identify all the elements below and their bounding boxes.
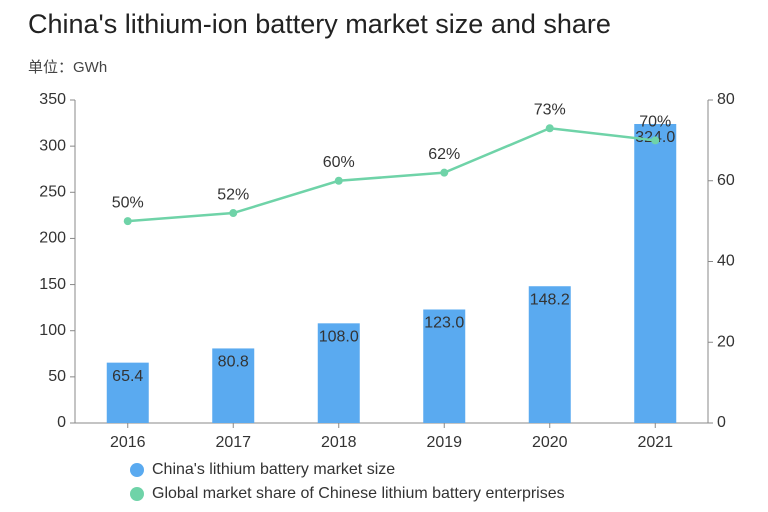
x-tick-label: 2017 xyxy=(215,434,251,451)
y-tick-label: 200 xyxy=(39,230,66,247)
y-tick-label: 50 xyxy=(48,368,66,385)
line-point xyxy=(440,168,449,177)
bar-value-label: 65.4 xyxy=(112,368,143,385)
bar xyxy=(634,123,677,423)
x-tick-label: 2018 xyxy=(321,434,357,451)
line-value-label: 60% xyxy=(323,154,355,171)
bar-value-label: 123.0 xyxy=(424,315,464,332)
y2-tick-label: 80 xyxy=(717,91,735,108)
x-tick-label: 2019 xyxy=(426,434,462,451)
legend-label: China's lithium battery market size xyxy=(152,461,395,478)
x-tick-label: 2021 xyxy=(637,434,673,451)
y-tick-label: 100 xyxy=(39,322,66,339)
y2-tick-label: 0 xyxy=(717,414,726,431)
line-value-label: 73% xyxy=(534,101,566,118)
line-point xyxy=(123,217,132,226)
bar xyxy=(528,286,571,423)
legend-marker xyxy=(130,463,144,477)
bar-value-label: 80.8 xyxy=(218,354,249,371)
legend-label: Global market share of Chinese lithium b… xyxy=(152,485,565,502)
bar xyxy=(423,309,466,423)
line-point xyxy=(651,136,660,145)
y2-tick-label: 20 xyxy=(717,333,735,350)
y2-tick-label: 60 xyxy=(717,172,735,189)
y-tick-label: 350 xyxy=(39,91,66,108)
bar xyxy=(212,348,255,423)
line xyxy=(127,126,656,223)
y-tick-label: 0 xyxy=(57,414,66,431)
line-point xyxy=(545,124,554,133)
line-point xyxy=(229,209,238,218)
line-value-label: 52% xyxy=(217,186,249,203)
y2-tick-label: 40 xyxy=(717,253,735,270)
line-value-label: 50% xyxy=(112,194,144,211)
chart-title: China's lithium-ion battery market size … xyxy=(28,9,611,39)
bar-value-label: 148.2 xyxy=(530,291,570,308)
y-tick-label: 250 xyxy=(39,184,66,201)
bar xyxy=(106,362,149,423)
line-point xyxy=(334,176,343,185)
y-tick-label: 300 xyxy=(39,137,66,154)
bar-value-label: 108.0 xyxy=(319,329,359,346)
line-value-label: 70% xyxy=(639,114,671,131)
y-tick-label: 150 xyxy=(39,276,66,293)
bar xyxy=(317,323,360,423)
chart-subtitle: 单位：GWh xyxy=(28,59,107,76)
line-value-label: 62% xyxy=(428,146,460,163)
x-tick-label: 2016 xyxy=(110,434,146,451)
x-tick-label: 2020 xyxy=(532,434,568,451)
legend-marker xyxy=(130,487,144,501)
